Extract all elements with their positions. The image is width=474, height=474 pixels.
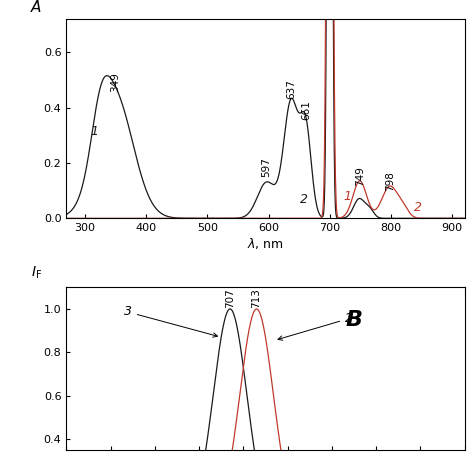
Text: 661: 661 bbox=[301, 100, 311, 120]
Text: $\it{I}$$_\mathrm{F}$: $\it{I}$$_\mathrm{F}$ bbox=[30, 264, 42, 281]
Text: 1: 1 bbox=[91, 125, 99, 138]
Text: B: B bbox=[345, 310, 362, 330]
Text: 2: 2 bbox=[414, 201, 422, 214]
Text: 2: 2 bbox=[301, 193, 309, 206]
Text: 2: 2 bbox=[278, 312, 353, 340]
Text: 349: 349 bbox=[110, 73, 120, 92]
Text: 713: 713 bbox=[252, 288, 262, 308]
Text: 3: 3 bbox=[124, 305, 218, 337]
Text: 1: 1 bbox=[344, 191, 352, 203]
Text: 707: 707 bbox=[225, 288, 235, 308]
Text: A: A bbox=[30, 0, 41, 15]
Text: 798: 798 bbox=[385, 171, 395, 191]
Text: 597: 597 bbox=[262, 157, 272, 177]
Text: 637: 637 bbox=[286, 79, 296, 99]
Text: 749: 749 bbox=[355, 166, 365, 186]
X-axis label: $\lambda$, nm: $\lambda$, nm bbox=[247, 236, 284, 251]
